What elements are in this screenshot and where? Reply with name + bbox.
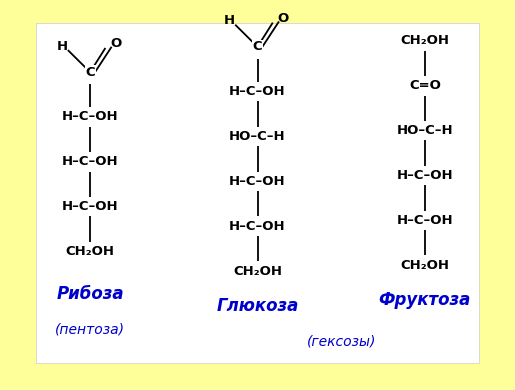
Text: CH₂OH: CH₂OH — [400, 34, 450, 48]
Text: CH₂OH: CH₂OH — [400, 259, 450, 272]
Text: H–C–OH: H–C–OH — [229, 175, 286, 188]
Text: H: H — [57, 39, 68, 53]
Text: H–C–OH: H–C–OH — [397, 214, 453, 227]
Text: C: C — [253, 40, 262, 53]
Text: H–C–OH: H–C–OH — [62, 200, 118, 213]
Text: Рибоза: Рибоза — [56, 285, 124, 303]
Text: H–C–OH: H–C–OH — [397, 169, 453, 182]
Text: (пентоза): (пентоза) — [55, 323, 125, 337]
Text: C: C — [85, 66, 95, 79]
Text: H: H — [224, 14, 235, 27]
Text: HO–C–H: HO–C–H — [229, 130, 286, 143]
Text: C=O: C=O — [409, 79, 441, 92]
Text: Глюкоза: Глюкоза — [216, 297, 299, 315]
Text: CH₂OH: CH₂OH — [233, 264, 282, 278]
Text: CH₂OH: CH₂OH — [65, 245, 115, 258]
Text: H–C–OH: H–C–OH — [62, 155, 118, 168]
Text: H–C–OH: H–C–OH — [229, 85, 286, 98]
Text: Фруктоза: Фруктоза — [379, 291, 471, 309]
Text: H–C–OH: H–C–OH — [62, 110, 118, 124]
Text: O: O — [110, 37, 122, 50]
FancyBboxPatch shape — [36, 23, 479, 363]
Text: O: O — [278, 12, 289, 25]
Text: HO–C–H: HO–C–H — [397, 124, 453, 137]
Text: (гексозы): (гексозы) — [306, 334, 376, 348]
Text: H–C–OH: H–C–OH — [229, 220, 286, 233]
